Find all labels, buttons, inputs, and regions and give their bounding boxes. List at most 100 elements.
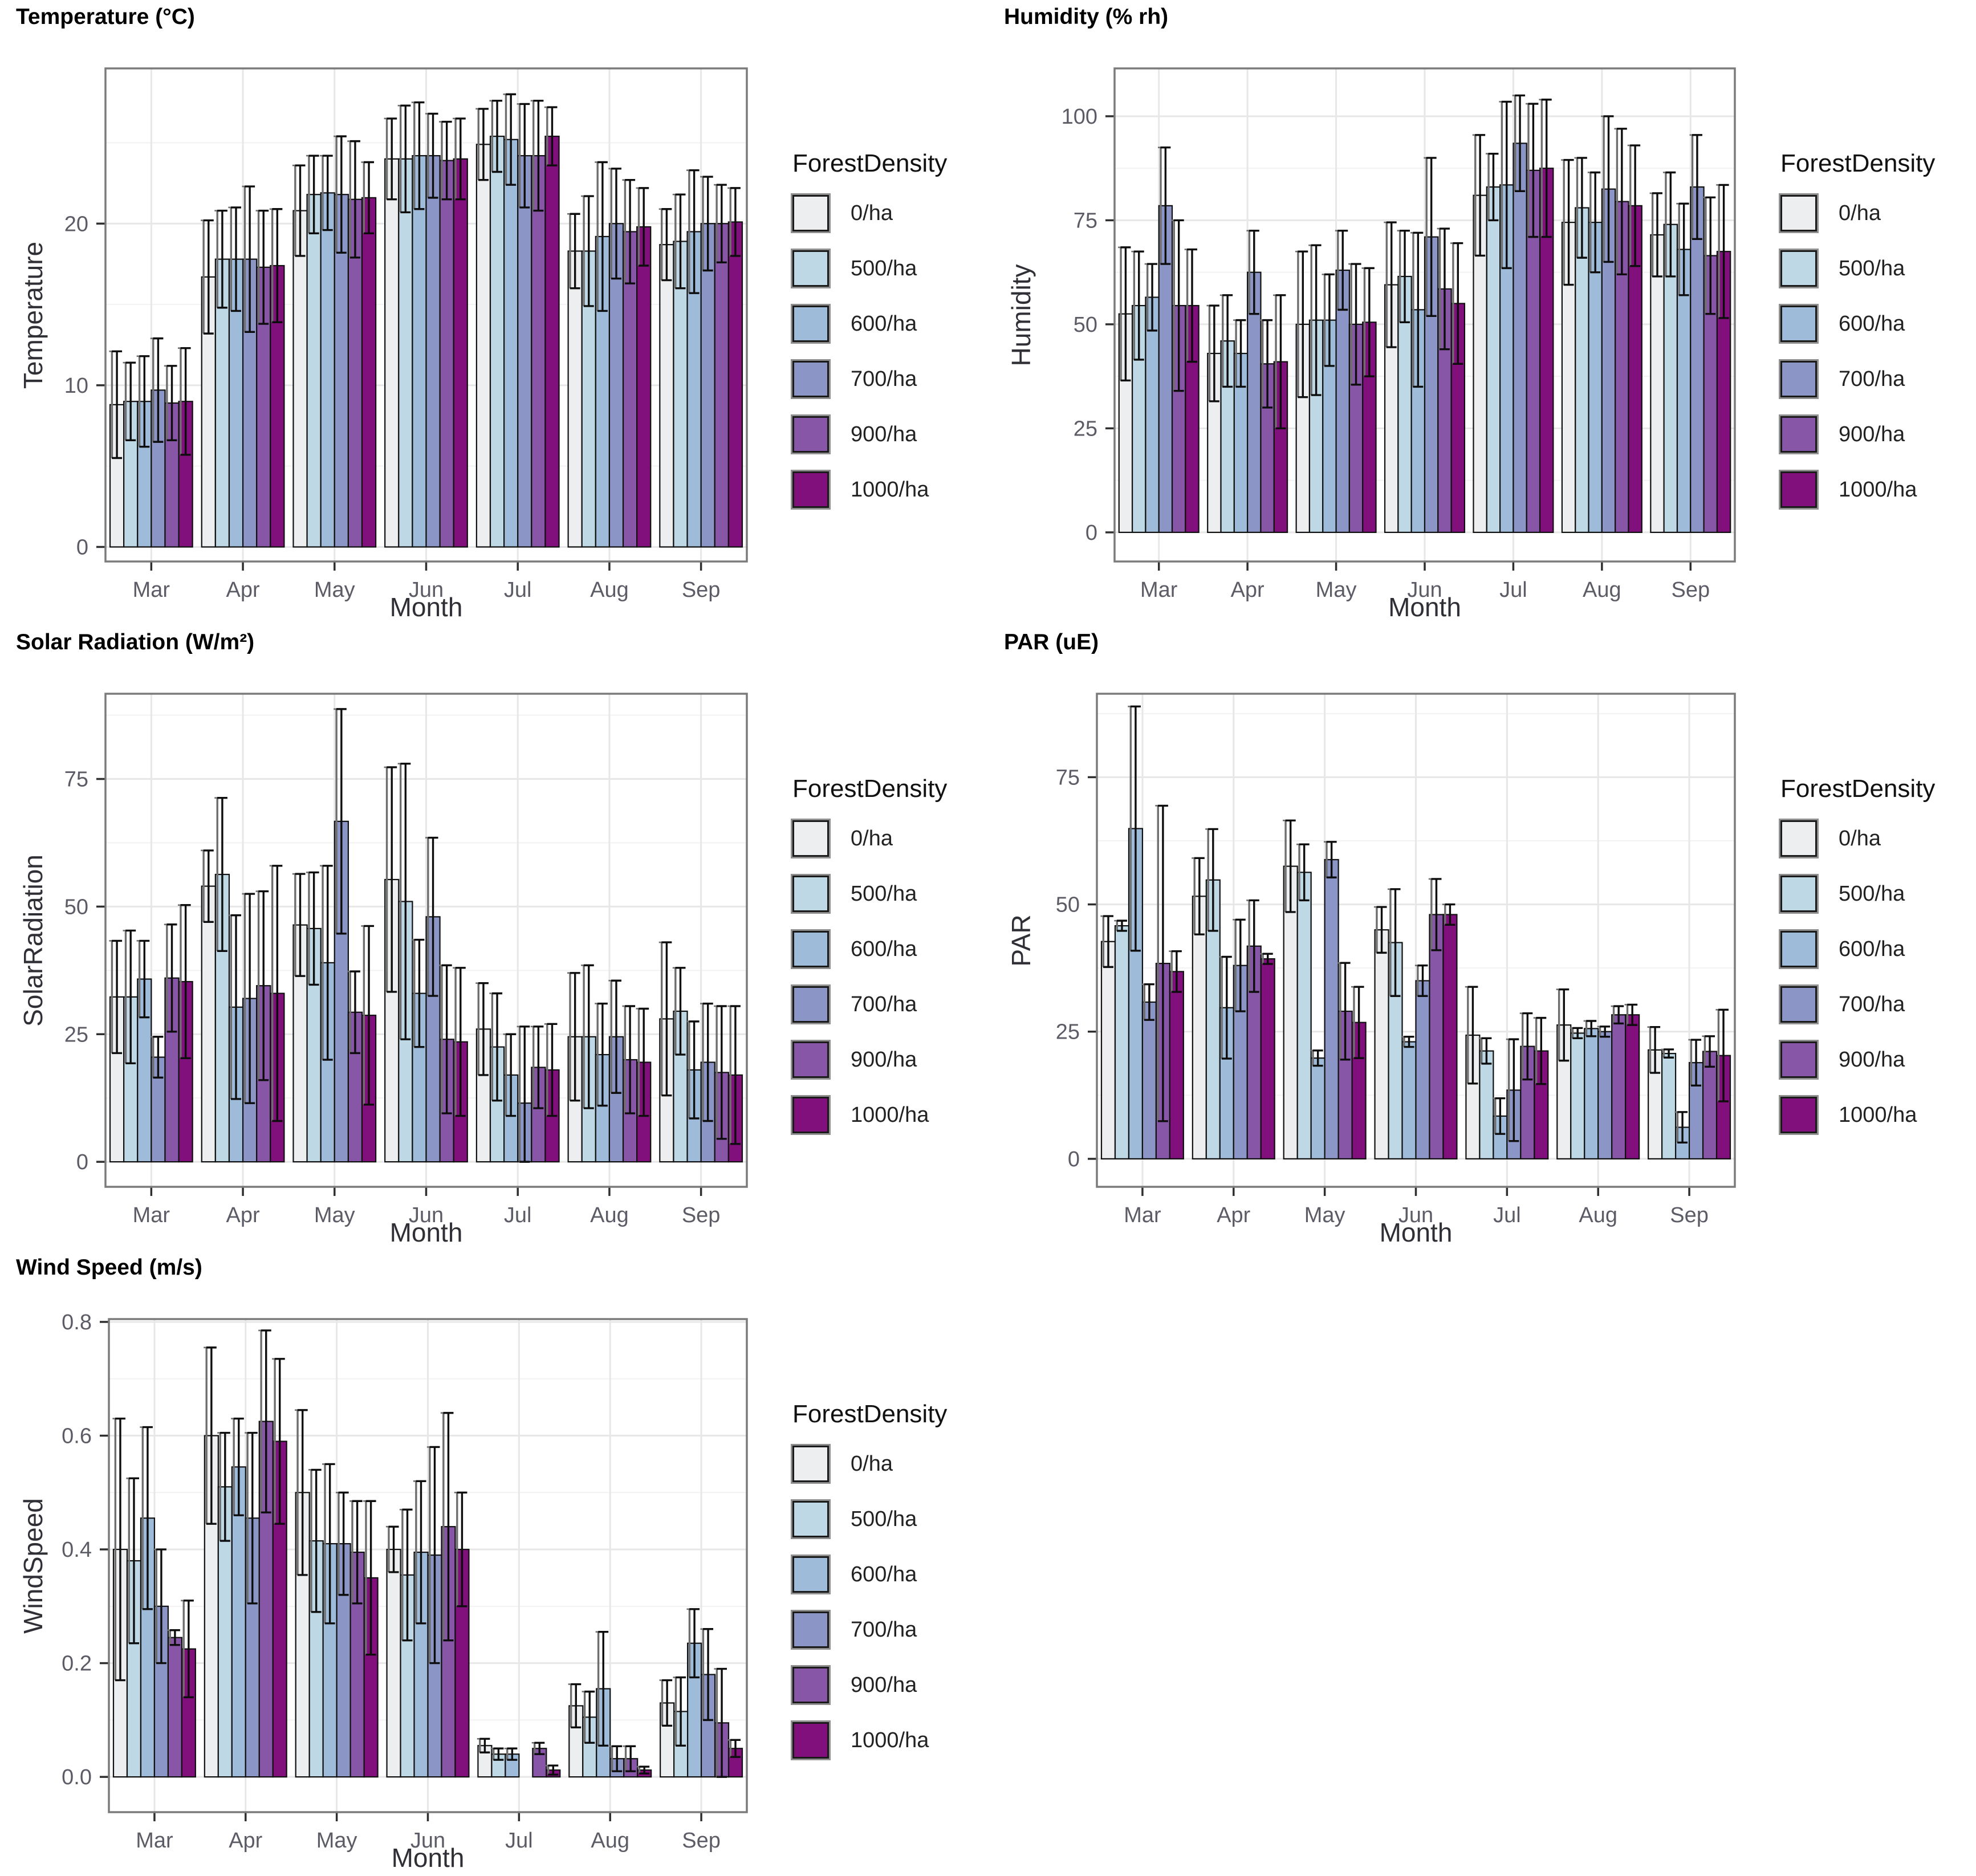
legend-swatch — [792, 1612, 829, 1648]
bar — [659, 244, 674, 548]
legend-title: ForestDensity — [1780, 775, 1936, 803]
bar — [1324, 858, 1339, 1160]
legend-swatch — [1780, 471, 1817, 508]
panel-border — [108, 1318, 748, 1813]
y-tick-label: 0.8 — [62, 1311, 92, 1334]
legend-swatch — [1780, 1041, 1817, 1078]
bar — [1597, 1031, 1613, 1160]
legend-item: 0/ha — [792, 820, 947, 857]
chart-title-par: PAR (uE) — [1004, 630, 1099, 654]
x-tick-label: Jul — [1493, 1203, 1521, 1227]
legend-label: 600/ha — [851, 311, 917, 336]
y-tick-label: 20 — [64, 212, 88, 236]
x-tick-label: Mar — [133, 578, 170, 602]
legend-item: 600/ha — [792, 1556, 947, 1593]
legend-swatch — [1780, 250, 1817, 287]
legend-item: 500/ha — [792, 250, 947, 287]
legend-item: 600/ha — [1780, 306, 1935, 342]
bar — [386, 1548, 401, 1778]
forest-density-legend: ForestDensity 0/ha 500/ha 600/ha 700/ha 900/… — [1780, 775, 1935, 1152]
legend-items: 0/ha 500/ha 600/ha 700/ha 900/ha 1000/ha — [792, 1446, 947, 1759]
bar — [425, 155, 441, 548]
legend-item: 900/ha — [792, 416, 947, 453]
legend-swatch — [792, 471, 829, 508]
legend-title: ForestDensity — [792, 149, 948, 177]
y-tick-label: 0.4 — [62, 1538, 92, 1562]
cell-humidity: Humidity (% rh) Humidity 0 25 50 75 100 Mar Ap… — [988, 0, 1976, 625]
bar — [700, 223, 715, 548]
legend-label: 500/ha — [851, 881, 917, 906]
legend-items: 0/ha 500/ha 600/ha 700/ha 900/ha 1000/ha — [1780, 195, 1935, 508]
legend-swatch — [792, 931, 829, 967]
legend-label: 1000/ha — [851, 1728, 929, 1752]
legend-item: 700/ha — [792, 986, 947, 1023]
bar — [1415, 980, 1430, 1160]
legend-swatch — [1780, 820, 1817, 857]
x-tick-label: Sep — [682, 578, 721, 602]
bar — [384, 158, 400, 548]
legend-label: 1000/ha — [851, 1102, 929, 1127]
bar — [1513, 143, 1527, 534]
legend-label: 500/ha — [1839, 256, 1905, 280]
legend-label: 0/ha — [851, 1451, 893, 1476]
legend-swatch — [1780, 361, 1817, 397]
legend-label: 900/ha — [851, 1047, 917, 1072]
bar — [475, 144, 491, 548]
legend-label: 1000/ha — [1839, 477, 1917, 502]
legend-title: ForestDensity — [792, 1400, 948, 1428]
bar — [1650, 234, 1665, 534]
legend-items: 0/ha 500/ha 600/ha 700/ha 900/ha 1000/ha — [792, 820, 947, 1133]
panel-border — [1113, 67, 1736, 563]
legend-item: 600/ha — [1780, 931, 1935, 967]
x-tick-label: Apr — [229, 1829, 262, 1853]
legend-label: 500/ha — [851, 256, 917, 280]
bar — [489, 136, 505, 548]
legend-item: 900/ha — [1780, 1041, 1935, 1078]
bar — [361, 197, 377, 548]
legend-items: 0/ha 500/ha 600/ha 700/ha 900/ha 1000/ha — [792, 195, 947, 508]
y-tick-label: 50 — [1056, 893, 1080, 917]
legend-label: 700/ha — [1839, 992, 1905, 1016]
legend-label: 0/ha — [1839, 826, 1881, 850]
legend-item: 500/ha — [1780, 876, 1935, 912]
bar — [1486, 186, 1501, 534]
x-tick-label: Jul — [505, 1829, 533, 1853]
legend-label: 600/ha — [851, 1562, 917, 1586]
x-tick-label: Mar — [1140, 578, 1178, 602]
bar — [531, 155, 546, 548]
legend-label: 600/ha — [851, 937, 917, 961]
legend-item: 0/ha — [792, 195, 947, 231]
bar — [292, 210, 308, 548]
legend-label: 0/ha — [851, 201, 893, 225]
legend-swatch — [1780, 1097, 1817, 1133]
x-tick-label: Sep — [682, 1829, 721, 1853]
legend-swatch — [1780, 195, 1817, 231]
bar — [320, 192, 335, 548]
legend-swatch — [1780, 931, 1817, 967]
legend-label: 900/ha — [851, 422, 917, 446]
legend-swatch — [1780, 986, 1817, 1023]
bar — [1661, 1053, 1677, 1160]
legend-label: 700/ha — [851, 367, 917, 391]
bar — [1429, 914, 1444, 1160]
x-tick-label: Jun — [409, 1203, 444, 1227]
legend-label: 900/ha — [851, 1672, 917, 1697]
bar — [1296, 872, 1312, 1160]
legend-item: 700/ha — [1780, 986, 1935, 1023]
legend-label: 1000/ha — [851, 477, 929, 502]
legend-swatch — [792, 986, 829, 1023]
legend-swatch — [792, 1446, 829, 1482]
x-tick-label: May — [314, 578, 355, 602]
legend-items: 0/ha 500/ha 600/ha 700/ha 900/ha 1000/ha — [1780, 820, 1935, 1133]
legend-swatch — [792, 195, 829, 231]
legend-item: 1000/ha — [792, 471, 947, 508]
legend-label: 900/ha — [1839, 1047, 1905, 1072]
x-tick-label: May — [1316, 578, 1357, 602]
x-tick-label: Aug — [590, 578, 629, 602]
bar — [1310, 1057, 1326, 1160]
y-tick-label: 0.6 — [62, 1425, 92, 1448]
y-tick-label: 25 — [64, 1023, 88, 1047]
x-tick-label: Apr — [226, 578, 260, 602]
cell-temperature: Temperature (°C) Temperature 0 10 20 Mar Apr… — [0, 0, 988, 625]
